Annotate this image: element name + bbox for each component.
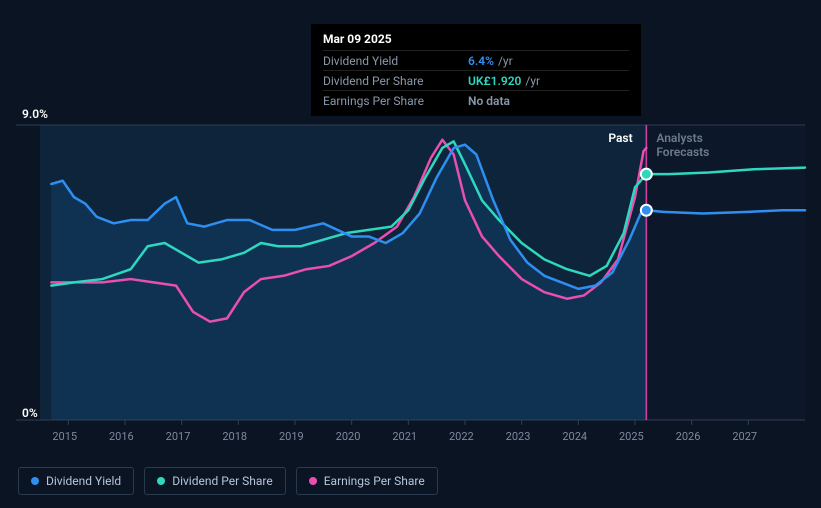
legend-item-dps[interactable]: Dividend Per Share [144,467,286,495]
tooltip-row-label: Earnings Per Share [323,94,468,108]
tooltip-row-suffix: /yr [525,74,540,88]
legend-item-yield[interactable]: Dividend Yield [18,467,134,495]
x-axis-label: 2022 [449,430,474,443]
tooltip-row-suffix: /yr [498,54,513,68]
marker-yield [641,205,652,216]
legend-label: Earnings Per Share [324,474,425,488]
legend-dot-icon [309,477,317,485]
x-axis-label: 2023 [506,430,531,443]
legend-label: Dividend Yield [46,474,121,488]
x-axis-label: 2019 [279,430,304,443]
x-axis-label: 2021 [392,430,417,443]
x-axis-label: 2024 [562,430,587,443]
tooltip-row-label: Dividend Yield [323,54,468,68]
marker-dps [641,169,652,180]
legend-label: Dividend Per Share [172,474,273,488]
tooltip-row-value: 6.4% [468,54,494,68]
tooltip-row: Earnings Per ShareNo data [323,90,629,110]
x-axis-label: 2025 [619,430,644,443]
x-axis-label: 2015 [52,430,77,443]
x-axis-label: 2027 [732,430,757,443]
forecast-label: Analysts Forecasts [656,131,709,159]
tooltip-row-value: UK£1.920 [468,74,521,88]
x-axis-label: 2020 [336,430,361,443]
x-axis-label: 2026 [676,430,701,443]
past-label: Past [608,131,632,145]
legend-dot-icon [31,477,39,485]
legend-item-eps[interactable]: Earnings Per Share [296,467,438,495]
x-axis-label: 2016 [109,430,134,443]
y-axis-max-label: 9.0% [22,107,48,121]
legend-dot-icon [157,477,165,485]
x-axis-label: 2017 [166,430,191,443]
legend: Dividend Yield Dividend Per Share Earnings… [18,467,438,495]
tooltip-row-value: No data [468,94,510,108]
y-axis-min-label: 0% [22,406,38,420]
tooltip-date: Mar 09 2025 [323,32,629,46]
tooltip-row: Dividend Yield6.4% /yr [323,50,629,70]
tooltip-row: Dividend Per ShareUK£1.920/yr [323,70,629,90]
tooltip-row-label: Dividend Per Share [323,74,468,88]
chart-tooltip: Mar 09 2025 Dividend Yield6.4%/yrDividen… [311,24,641,116]
chart-container: 9.0% 0% 2015 2016 2017 2018 2019 2020 2021 2022… [0,0,821,508]
x-axis-label: 2018 [222,430,247,443]
